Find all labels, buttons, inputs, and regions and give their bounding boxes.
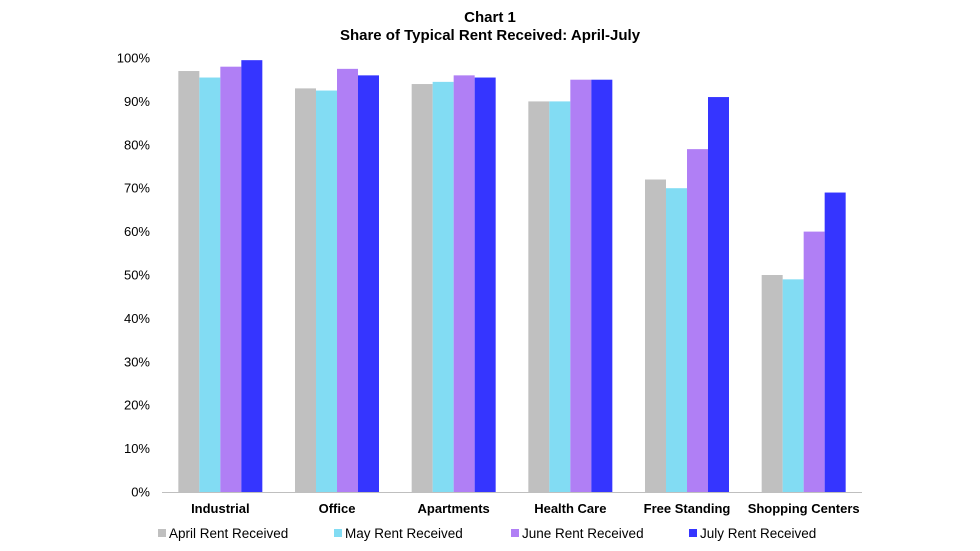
y-tick-label: 50% — [124, 268, 150, 283]
bar-july-rent-received — [358, 75, 379, 493]
bar-july-rent-received — [474, 77, 496, 492]
bar-june-rent-received — [220, 66, 242, 493]
y-tick-label: 80% — [124, 137, 150, 152]
bar-may-rent-received — [549, 101, 571, 493]
x-category-label: Apartments — [418, 501, 490, 516]
legend-swatch — [334, 529, 342, 537]
bar-may-rent-received — [199, 77, 221, 492]
x-category-label: Health Care — [534, 501, 606, 516]
y-tick-label: 30% — [124, 354, 150, 369]
bar-july-rent-received — [824, 192, 846, 493]
legend-swatch — [511, 529, 519, 537]
x-category-label: Industrial — [191, 501, 250, 516]
y-tick-label: 100% — [117, 51, 151, 66]
y-tick-label: 60% — [124, 224, 150, 239]
bar-june-rent-received — [453, 75, 475, 493]
bar-may-rent-received — [666, 188, 687, 492]
bar-june-rent-received — [570, 79, 592, 492]
legend-label: June Rent Received — [522, 526, 644, 541]
bar-july-rent-received — [241, 60, 263, 493]
legend-label: May Rent Received — [345, 526, 463, 541]
bar-june-rent-received — [687, 149, 708, 492]
chart-subtitle: Share of Typical Rent Received: April-Ju… — [339, 27, 641, 44]
bar-june-rent-received — [803, 231, 825, 492]
bar-july-rent-received — [591, 79, 613, 492]
legend-label: July Rent Received — [700, 526, 816, 541]
y-tick-label: 0% — [131, 485, 150, 500]
x-category-label: Free Standing — [644, 501, 731, 516]
x-category-label: Office — [319, 501, 356, 516]
legend-swatch — [158, 529, 166, 537]
y-tick-label: 20% — [124, 398, 150, 413]
bar-april-rent-received — [761, 275, 783, 492]
bar-april-rent-received — [411, 84, 433, 492]
y-tick-label: 70% — [124, 181, 150, 196]
bar-june-rent-received — [337, 68, 358, 492]
legend-label: April Rent Received — [169, 526, 288, 541]
y-tick-label: 10% — [124, 441, 150, 456]
y-tick-label: 90% — [124, 94, 150, 109]
bar-may-rent-received — [432, 81, 454, 493]
y-tick-label: 40% — [124, 311, 150, 326]
bar-may-rent-received — [782, 279, 804, 492]
bar-april-rent-received — [528, 101, 550, 493]
bar-april-rent-received — [295, 88, 316, 492]
x-category-label: Shopping Centers — [748, 501, 860, 516]
chart-title: Chart 1 — [464, 9, 516, 26]
bar-april-rent-received — [645, 179, 666, 492]
bar-may-rent-received — [316, 90, 337, 493]
legend-swatch — [689, 529, 697, 537]
bar-april-rent-received — [178, 71, 200, 493]
bar-july-rent-received — [708, 97, 729, 492]
